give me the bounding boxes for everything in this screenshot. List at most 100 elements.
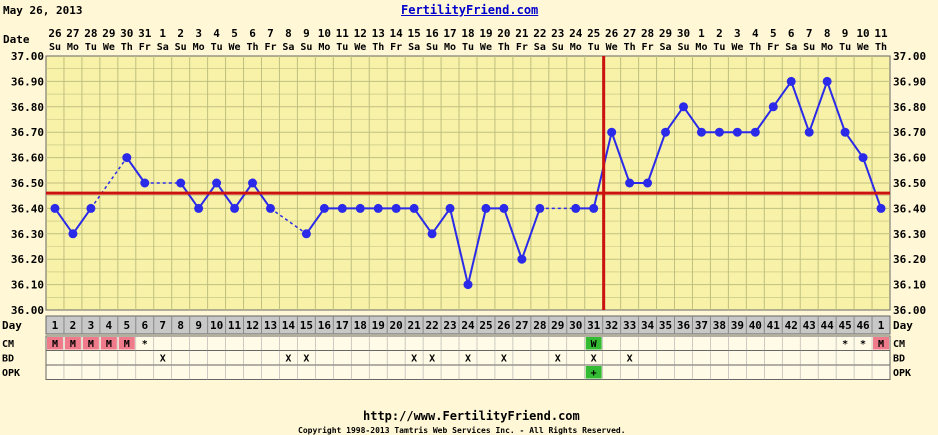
- weekday-label: Mo: [444, 42, 456, 53]
- weekday-label: Tu: [713, 42, 725, 53]
- date-label: 21: [515, 27, 529, 40]
- date-label: 26: [605, 27, 619, 40]
- y-tick-label-right: 37.00: [893, 50, 926, 63]
- temp-point: [481, 203, 491, 213]
- site-link[interactable]: FertilityFriend.com: [401, 3, 539, 17]
- temp-segment: [754, 106, 775, 133]
- date-label: 2: [177, 27, 184, 40]
- y-tick-label-right: 36.90: [893, 75, 926, 88]
- cycle-day-label: 42: [785, 319, 798, 332]
- weekday-label: Sa: [408, 42, 420, 53]
- date-label: 17: [443, 27, 456, 40]
- temp-point: [373, 203, 383, 213]
- temp-segment: [431, 207, 451, 235]
- cycle-day-label: 15: [300, 319, 313, 332]
- cycle-day-label: 10: [210, 319, 223, 332]
- temp-point: [212, 178, 222, 188]
- date-label: 3: [734, 27, 741, 40]
- weekday-label: Mo: [695, 42, 707, 53]
- date-label: 26: [48, 27, 62, 40]
- weekday-label: Su: [552, 42, 564, 53]
- temp-segment: [664, 106, 685, 133]
- temp-point: [840, 127, 850, 137]
- cycle-day-label: 16: [318, 319, 332, 332]
- weekday-label: Sa: [157, 42, 169, 53]
- obs-cell-value: *: [842, 339, 848, 350]
- cycle-day-label: 39: [731, 319, 744, 332]
- weekday-label: We: [731, 42, 743, 53]
- weekday-label: Tu: [211, 42, 223, 53]
- temp-segment: [520, 208, 541, 260]
- temp-point: [50, 203, 60, 213]
- temp-segment: [808, 81, 829, 133]
- temp-point: [194, 203, 204, 213]
- date-label: 23: [551, 27, 564, 40]
- temp-point: [517, 254, 527, 264]
- weekday-label: Mo: [193, 42, 205, 53]
- temp-segment: [215, 182, 236, 209]
- y-tick-label-left: 36.40: [11, 202, 44, 215]
- cycle-day-label: 3: [88, 319, 95, 332]
- temp-segment: [413, 207, 433, 235]
- cycle-day-label: 24: [461, 319, 475, 332]
- temp-point: [355, 203, 365, 213]
- weekday-label: Th: [749, 42, 761, 53]
- date-label: 14: [390, 27, 404, 40]
- day-row: [45, 315, 891, 335]
- temp-segment: [54, 207, 74, 235]
- temp-segment: [844, 131, 864, 159]
- cycle-day-label: 21: [408, 319, 422, 332]
- date-label: 3: [195, 27, 202, 40]
- obs-cell-value: *: [142, 339, 148, 350]
- obs-cell-value: X: [627, 354, 633, 365]
- cycle-day-label: 22: [425, 319, 438, 332]
- footer-url[interactable]: http://www.FertilityFriend.com: [363, 409, 580, 423]
- cycle-day-label: 27: [515, 319, 528, 332]
- cycle-day-label: 12: [246, 319, 259, 332]
- day-row-label-right: Day: [893, 319, 913, 332]
- date-label: 9: [842, 27, 849, 40]
- date-label: 1: [159, 27, 166, 40]
- temp-point: [248, 178, 258, 188]
- date-label: 27: [66, 27, 79, 40]
- weekday-label: We: [480, 42, 492, 53]
- obs-row-label-left: OPK: [2, 368, 20, 379]
- cycle-day-label: 30: [569, 319, 582, 332]
- date-label: 10: [856, 27, 869, 40]
- obs-cell-highlight: [82, 337, 99, 350]
- cycle-day-label: 23: [443, 319, 456, 332]
- obs-cell-highlight: [585, 366, 602, 379]
- cycle-day-label: 6: [141, 319, 148, 332]
- temp-point: [122, 153, 132, 163]
- weekday-label: We: [857, 42, 869, 53]
- obs-cell-value: M: [52, 339, 58, 350]
- cycle-day-label: 44: [821, 319, 835, 332]
- date-label: 27: [623, 27, 636, 40]
- date-label: 8: [824, 27, 831, 40]
- weekday-label: Mo: [570, 42, 582, 53]
- obs-cell-highlight: [64, 337, 81, 350]
- weekday-label: Fr: [139, 42, 151, 53]
- y-tick-label-left: 36.60: [11, 152, 44, 165]
- temp-point: [391, 203, 401, 213]
- cycle-day-label: 4: [106, 319, 113, 332]
- temp-segment: [449, 208, 469, 285]
- chart-date: May 26, 2013: [3, 4, 83, 17]
- obs-row-label-left: CM: [2, 339, 14, 350]
- date-label: 28: [641, 27, 654, 40]
- obs-row: [45, 335, 891, 351]
- obs-row: [45, 364, 891, 380]
- cycle-day-label: 31: [587, 319, 601, 332]
- temp-point: [319, 203, 329, 213]
- temp-segment: [862, 157, 882, 209]
- obs-cell-highlight: [100, 337, 117, 350]
- weekday-label: Su: [677, 42, 689, 53]
- date-label: 18: [461, 27, 474, 40]
- cycle-day-label: 20: [390, 319, 403, 332]
- date-labels: Date 26Su27Mo28Tu29We30Th31Fr1Sa2Su3Mo4Tu…: [3, 27, 888, 53]
- temp-point: [750, 127, 760, 137]
- weekday-label: Tu: [462, 42, 474, 53]
- y-tick-label-left: 36.30: [11, 228, 44, 241]
- y-tick-label-left: 36.00: [11, 304, 44, 317]
- date-label: 29: [102, 27, 115, 40]
